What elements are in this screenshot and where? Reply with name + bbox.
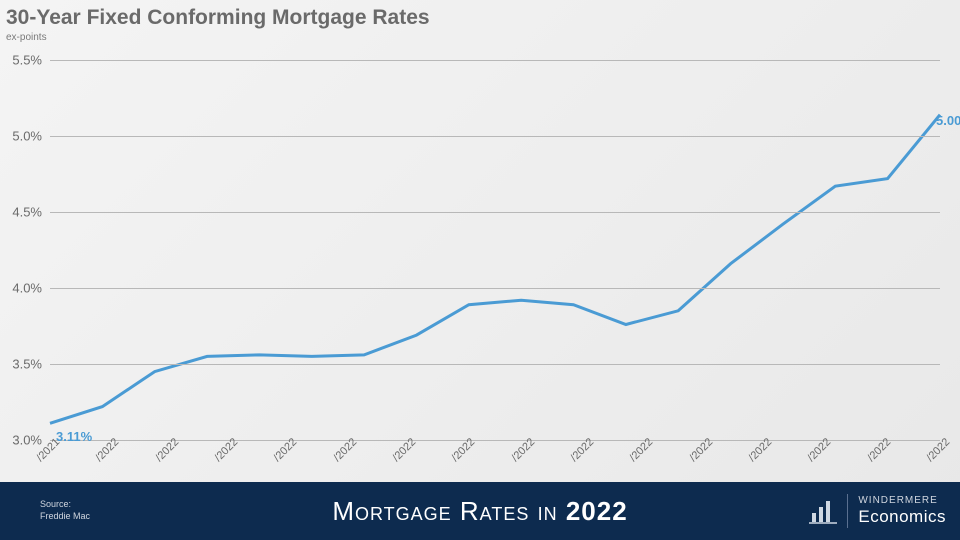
y-axis-tick: 5.0% bbox=[12, 129, 42, 144]
footer-bar: Source: Freddie Mac Mortgage Rates in 20… bbox=[0, 482, 960, 540]
slide: 30-Year Fixed Conforming Mortgage Rates … bbox=[0, 0, 960, 540]
chart-subtitle: ex-points bbox=[6, 32, 47, 43]
brand-top: WINDERMERE bbox=[858, 495, 946, 507]
brand-bottom: Economics bbox=[858, 507, 946, 527]
source-label: Source: bbox=[40, 499, 71, 509]
gridline bbox=[50, 364, 940, 365]
y-axis-tick: 3.0% bbox=[12, 433, 42, 448]
line-chart-svg bbox=[50, 60, 940, 440]
gridline bbox=[50, 440, 940, 441]
y-axis-tick: 3.5% bbox=[12, 357, 42, 372]
y-axis-tick: 4.5% bbox=[12, 205, 42, 220]
brand-divider bbox=[847, 494, 848, 528]
source-citation: Source: Freddie Mac bbox=[40, 499, 90, 522]
chart-plot-area: 3.0%3.5%4.0%4.5%5.0%5.5%/2021/2022/2022/… bbox=[50, 60, 940, 440]
gridline bbox=[50, 212, 940, 213]
source-value: Freddie Mac bbox=[40, 511, 90, 521]
rate-line bbox=[50, 115, 940, 424]
end-value-label: 5.00% bbox=[936, 113, 960, 128]
gridline bbox=[50, 60, 940, 61]
start-value-label: 3.11% bbox=[56, 429, 92, 444]
gridline bbox=[50, 288, 940, 289]
brand-text: WINDERMERE Economics bbox=[858, 495, 946, 527]
brand-bars-icon bbox=[809, 497, 837, 525]
gridline bbox=[50, 136, 940, 137]
footer-title-year: 2022 bbox=[566, 496, 628, 526]
brand-block: WINDERMERE Economics bbox=[809, 494, 946, 528]
y-axis-tick: 4.0% bbox=[12, 281, 42, 296]
chart-title: 30-Year Fixed Conforming Mortgage Rates bbox=[6, 6, 430, 30]
footer-title-prefix: Mortgage Rates in bbox=[332, 496, 565, 526]
y-axis-tick: 5.5% bbox=[12, 53, 42, 68]
